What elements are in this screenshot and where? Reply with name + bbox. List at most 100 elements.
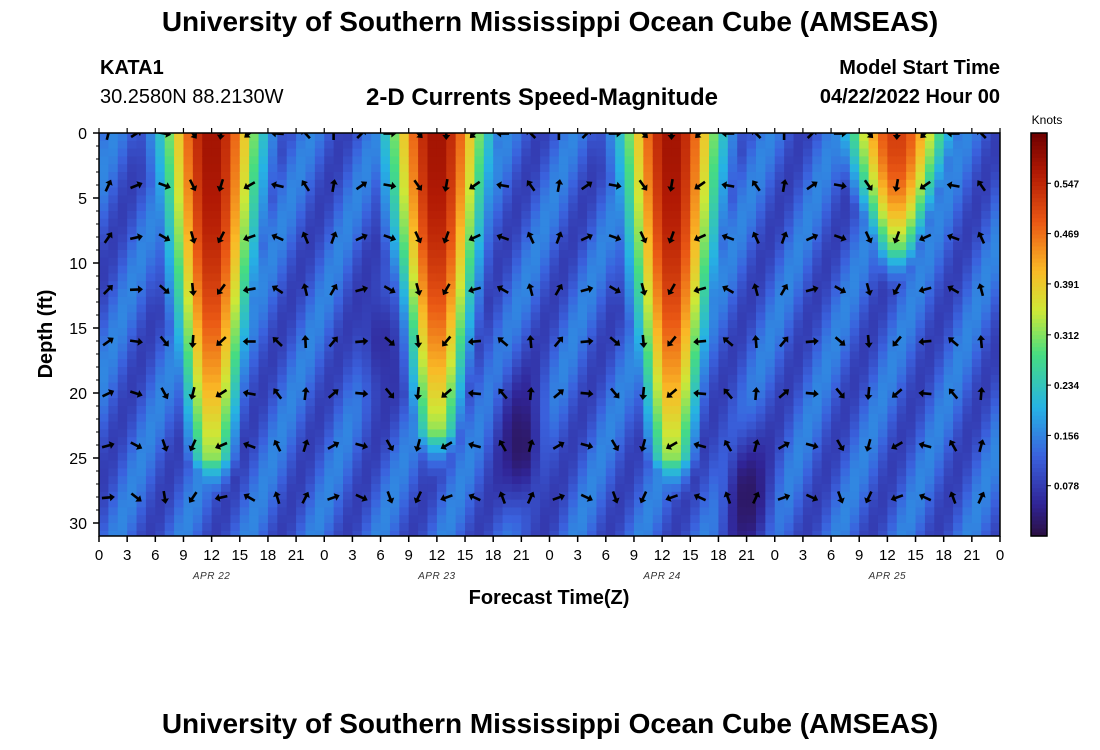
- heatmap-cell: [718, 351, 729, 360]
- heatmap-cell: [296, 335, 307, 345]
- heatmap-cell: [221, 437, 231, 446]
- heatmap-cell: [192, 211, 203, 220]
- heatmap-cell: [436, 172, 447, 181]
- heatmap-cell: [99, 351, 109, 360]
- heatmap-cell: [549, 437, 560, 446]
- heatmap-cell: [718, 406, 729, 415]
- heatmap-cell: [840, 179, 851, 189]
- heatmap-cell: [690, 187, 701, 196]
- heatmap-cell: [680, 515, 691, 524]
- heatmap-cell: [690, 523, 701, 532]
- heatmap-cell: [549, 281, 560, 290]
- heatmap-cell: [502, 203, 513, 212]
- heatmap-cell: [521, 374, 532, 384]
- heatmap-cell: [549, 406, 560, 415]
- heatmap-cell: [727, 421, 738, 430]
- heatmap-cell: [183, 445, 194, 454]
- heatmap-cell: [436, 156, 447, 165]
- heatmap-cell: [145, 281, 156, 290]
- heatmap-cell: [718, 507, 729, 516]
- heatmap-cell: [774, 226, 785, 235]
- heatmap-cell: [333, 242, 344, 251]
- heatmap-cell: [418, 530, 429, 536]
- heatmap-cell: [793, 530, 804, 536]
- heatmap-cell: [868, 343, 879, 352]
- heatmap-cell: [511, 523, 522, 532]
- heatmap-cell: [230, 359, 241, 368]
- heatmap-cell: [145, 499, 156, 508]
- heatmap-cell: [633, 234, 644, 243]
- heatmap-cell: [174, 359, 185, 368]
- heatmap-cell: [127, 460, 138, 469]
- heatmap-cell: [624, 343, 635, 352]
- heatmap-cell: [155, 445, 166, 454]
- heatmap-cell: [990, 187, 1000, 196]
- heatmap-cell: [427, 452, 438, 462]
- heatmap-cell: [990, 273, 1000, 282]
- heatmap-cell: [361, 413, 372, 423]
- heatmap-cell: [737, 148, 748, 157]
- heatmap-cell: [568, 413, 579, 423]
- heatmap-cell: [511, 359, 522, 368]
- heatmap-cell: [530, 242, 541, 251]
- heatmap-cell: [990, 242, 1000, 251]
- heatmap-cell: [812, 211, 823, 220]
- heatmap-cell: [99, 491, 109, 501]
- heatmap-cell: [530, 328, 541, 337]
- heatmap-cell: [971, 382, 982, 391]
- heatmap-cell: [906, 148, 917, 157]
- heatmap-cell: [117, 265, 128, 274]
- heatmap-cell: [117, 257, 128, 267]
- heatmap-cell: [699, 491, 710, 501]
- heatmap-cell: [568, 203, 579, 212]
- heatmap-cell: [418, 250, 429, 259]
- heatmap-cell: [521, 523, 532, 532]
- heatmap-cell: [446, 367, 457, 376]
- heatmap-cell: [408, 203, 419, 212]
- heatmap-cell: [953, 187, 964, 196]
- heatmap-cell: [117, 234, 128, 243]
- heatmap-cell: [924, 367, 935, 376]
- heatmap-cell: [624, 429, 635, 438]
- heatmap-cell: [953, 421, 964, 430]
- heatmap-cell: [305, 374, 316, 384]
- heatmap-cell: [990, 476, 1000, 485]
- heatmap-cell: [136, 265, 147, 274]
- heatmap-cell: [127, 406, 138, 415]
- heatmap-cell: [690, 242, 701, 251]
- heatmap-cell: [408, 289, 419, 298]
- heatmap-cell: [746, 374, 757, 384]
- heatmap-cell: [859, 429, 870, 438]
- heatmap-cell: [99, 382, 109, 391]
- heatmap-cell: [971, 148, 982, 157]
- heatmap-cell: [230, 250, 241, 259]
- heatmap-cell: [145, 234, 156, 243]
- heatmap-cell: [296, 507, 307, 516]
- heatmap-cell: [127, 382, 138, 391]
- heatmap-cell: [934, 140, 945, 150]
- heatmap-cell: [108, 437, 119, 446]
- heatmap-cell: [455, 187, 466, 196]
- heatmap-cell: [314, 382, 325, 391]
- heatmap-cell: [399, 289, 410, 298]
- heatmap-cell: [267, 211, 278, 220]
- heatmap-cell: [108, 164, 119, 173]
- heatmap-cell: [727, 515, 738, 524]
- heatmap-cell: [221, 460, 231, 469]
- heatmap-cell: [174, 289, 185, 298]
- page-title: University of Southern Mississippi Ocean…: [161, 6, 939, 37]
- heatmap-cell: [127, 499, 138, 508]
- heatmap-cell: [230, 195, 241, 204]
- heatmap-cell: [690, 296, 701, 306]
- heatmap-cell: [915, 413, 926, 423]
- heatmap-cell: [549, 218, 560, 228]
- heatmap-cell: [831, 257, 842, 267]
- heatmap-cell: [877, 530, 888, 536]
- heatmap-cell: [239, 312, 250, 321]
- heatmap-cell: [662, 273, 673, 282]
- heatmap-cell: [755, 211, 766, 220]
- heatmap-cell: [680, 367, 691, 376]
- heatmap-cell: [990, 335, 1000, 345]
- heatmap-cell: [352, 328, 363, 337]
- heatmap-cell: [643, 187, 654, 196]
